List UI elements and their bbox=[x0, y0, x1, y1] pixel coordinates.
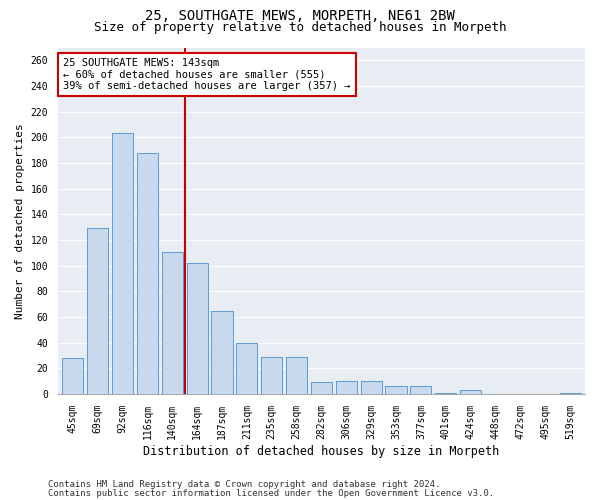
Bar bbox=[62, 358, 83, 394]
Bar bbox=[385, 386, 407, 394]
Bar bbox=[236, 342, 257, 394]
X-axis label: Distribution of detached houses by size in Morpeth: Distribution of detached houses by size … bbox=[143, 444, 500, 458]
Text: 25, SOUTHGATE MEWS, MORPETH, NE61 2BW: 25, SOUTHGATE MEWS, MORPETH, NE61 2BW bbox=[145, 9, 455, 23]
Bar bbox=[435, 392, 457, 394]
Bar bbox=[460, 390, 481, 394]
Bar bbox=[311, 382, 332, 394]
Bar bbox=[162, 252, 183, 394]
Bar bbox=[211, 310, 233, 394]
Bar bbox=[410, 386, 431, 394]
Text: Contains HM Land Registry data © Crown copyright and database right 2024.: Contains HM Land Registry data © Crown c… bbox=[48, 480, 440, 489]
Bar bbox=[112, 134, 133, 394]
Text: 25 SOUTHGATE MEWS: 143sqm
← 60% of detached houses are smaller (555)
39% of semi: 25 SOUTHGATE MEWS: 143sqm ← 60% of detac… bbox=[63, 58, 350, 91]
Text: Contains public sector information licensed under the Open Government Licence v3: Contains public sector information licen… bbox=[48, 489, 494, 498]
Bar bbox=[336, 381, 357, 394]
Bar bbox=[87, 228, 108, 394]
Bar bbox=[286, 357, 307, 394]
Bar bbox=[361, 381, 382, 394]
Y-axis label: Number of detached properties: Number of detached properties bbox=[15, 123, 25, 318]
Bar bbox=[137, 152, 158, 394]
Text: Size of property relative to detached houses in Morpeth: Size of property relative to detached ho… bbox=[94, 21, 506, 34]
Bar bbox=[261, 357, 282, 394]
Bar bbox=[187, 263, 208, 394]
Bar bbox=[560, 392, 581, 394]
